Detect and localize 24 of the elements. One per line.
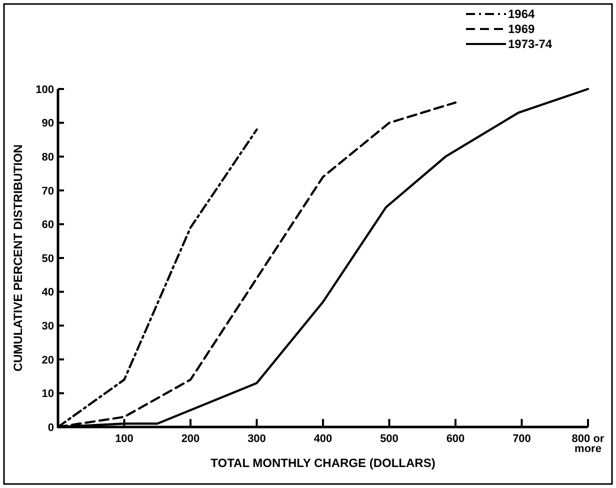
x-tick-label: 700 [512,433,531,445]
y-tick-label: 10 [42,388,54,400]
y-tick-label: 20 [42,354,54,366]
y-tick-label: 100 [36,84,54,96]
y-axis-title: CUMULATIVE PERCENT DISTRIBUTION [11,144,25,372]
y-tick-label: 0 [48,422,54,434]
x-tick-label: 200 [181,433,200,445]
x-tick-label: 600 [446,433,465,445]
x-axis-title: TOTAL MONTHLY CHARGE (DOLLARS) [210,456,436,470]
y-tick-label: 80 [42,151,54,164]
x-tick-label: 400 [314,433,332,445]
x-tick-label: 800 or more [572,433,605,455]
y-tick-label: 40 [42,286,54,299]
x-tick-label: 500 [380,433,398,445]
y-tick-label: 90 [42,118,54,130]
legend-label: 1969 [508,22,536,36]
y-tick-label: 50 [42,252,54,265]
y-tick-label: 60 [42,219,54,232]
y-tick-label: 30 [42,320,54,332]
y-tick-label: 70 [42,185,54,198]
x-tick-label: 300 [248,433,266,445]
x-tick-label: 100 [115,433,134,445]
legend-label: 1964 [508,7,536,22]
legend-label: 1973-74 [508,37,552,52]
